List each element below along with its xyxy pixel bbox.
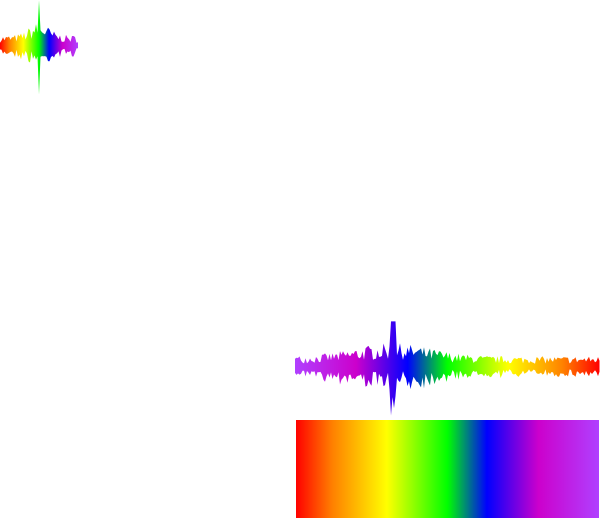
- small-waveform: [0, 0, 78, 95]
- large-waveform: [295, 321, 600, 416]
- gradient-swatch: [296, 420, 599, 518]
